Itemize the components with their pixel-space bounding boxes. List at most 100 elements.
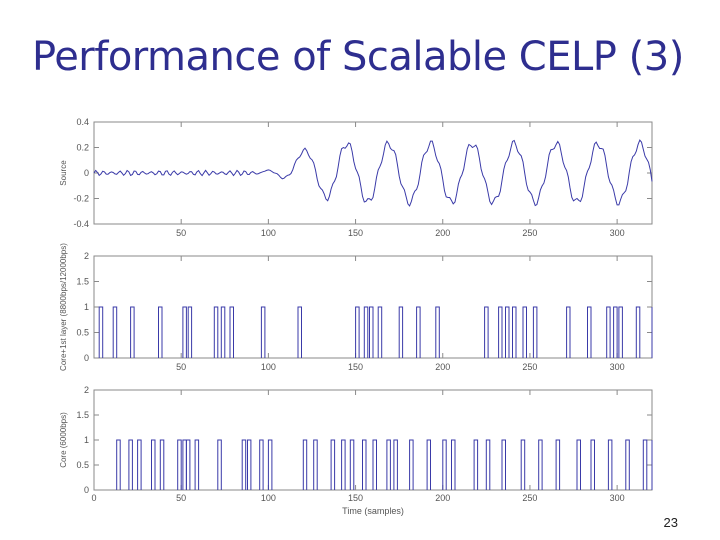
- x-tick-label: 200: [435, 228, 450, 238]
- layer-pulse: [613, 306, 618, 358]
- layer-pulse: [532, 306, 538, 358]
- x-tick-label: 0: [91, 493, 96, 503]
- y-axis-label: Core+1st layer (8800bps/12000bps): [59, 243, 68, 371]
- y-axis-label: Source: [59, 160, 68, 186]
- layer-pulse: [217, 439, 222, 490]
- layer-pulse: [416, 306, 421, 358]
- slide-title: Performance of Scalable CELP (3): [32, 34, 684, 80]
- layer-pulse: [341, 439, 346, 490]
- layer-pulse: [302, 439, 308, 490]
- layer-pulse: [607, 439, 613, 490]
- layer-pulse: [590, 439, 595, 490]
- x-tick-label: 300: [610, 362, 625, 372]
- x-tick-label: 50: [176, 228, 186, 238]
- layer-pulse: [587, 306, 592, 358]
- layer-pulse: [267, 439, 273, 490]
- y-tick-label: 1: [84, 435, 89, 445]
- layer-pulse: [485, 439, 491, 490]
- layer-pulse: [159, 439, 165, 490]
- y-tick-label: 1: [84, 302, 89, 312]
- y-tick-label: -0.4: [73, 219, 89, 229]
- layer-pulse: [313, 439, 318, 490]
- layer-pulse: [194, 439, 200, 490]
- page-number: 23: [663, 515, 678, 530]
- y-tick-label: 0: [84, 168, 89, 178]
- layer-pulse: [473, 439, 479, 490]
- y-tick-label: 0.5: [76, 460, 89, 470]
- layer-pulse: [505, 306, 510, 358]
- y-tick-label: 0.2: [76, 143, 89, 153]
- layer-pulse: [498, 306, 503, 358]
- plot-core-layer: 0 0.5 1 1.5 2 0 50 100 150 200 250 300 Core (6000bps…: [59, 385, 653, 516]
- layer-pulse: [98, 306, 104, 358]
- layer-pulse: [330, 439, 336, 490]
- layer-pulse: [182, 306, 187, 358]
- layer-pulse: [116, 439, 121, 490]
- x-tick-label: 100: [261, 493, 276, 503]
- x-tick-label: 100: [261, 228, 276, 238]
- layer-pulse: [151, 439, 156, 490]
- x-tick-label: 300: [610, 493, 625, 503]
- x-tick-label: 150: [348, 362, 363, 372]
- layer-pulse: [158, 306, 163, 358]
- layer-pulse: [642, 439, 648, 490]
- x-tick-label: 200: [435, 493, 450, 503]
- layer-pulse: [112, 306, 118, 358]
- x-tick-label: 300: [610, 228, 625, 238]
- source-waveform-series: [93, 139, 653, 207]
- layer-pulse: [576, 439, 581, 490]
- layer-pulse: [386, 439, 391, 490]
- layer-pulse: [177, 439, 182, 490]
- layer-pulse: [259, 439, 264, 490]
- layer-pulse: [369, 306, 374, 358]
- layer-pulse: [451, 439, 456, 490]
- layer-pulse: [128, 439, 133, 490]
- x-axis-label: Time (samples): [342, 506, 404, 516]
- y-tick-label: 1.5: [76, 277, 89, 287]
- layer-pulse: [522, 306, 527, 358]
- layer-pulse: [442, 439, 447, 490]
- layer-pulse: [426, 439, 431, 490]
- layer-pulse: [398, 306, 404, 358]
- layer-pulse: [229, 306, 234, 358]
- layer-pulse: [130, 306, 135, 358]
- x-tick-label: 250: [522, 228, 537, 238]
- layer-pulse: [137, 439, 142, 490]
- layer-pulse: [372, 439, 377, 490]
- layer-pulse: [241, 439, 247, 490]
- y-tick-label: 2: [84, 251, 89, 261]
- layer-pulse: [625, 439, 630, 490]
- x-tick-label: 50: [176, 362, 186, 372]
- layer-pulse: [349, 439, 355, 490]
- layer-pulse: [555, 439, 561, 490]
- layer-pulse: [393, 439, 398, 490]
- layer-pulse: [512, 306, 517, 358]
- layer-pulse: [363, 306, 369, 358]
- layer-pulse: [435, 306, 440, 358]
- layer-pulse: [185, 439, 191, 490]
- layer-pulse: [355, 306, 360, 358]
- layer-pulse: [187, 306, 193, 358]
- layer-pulse: [182, 439, 187, 490]
- layer-pulse: [409, 439, 414, 490]
- y-axis-label: Core (6000bps): [59, 412, 68, 468]
- layer-pulse: [220, 306, 226, 358]
- layer-pulse: [362, 439, 367, 490]
- layer-pulse: [377, 306, 383, 358]
- layer-pulse: [606, 306, 611, 358]
- y-tick-label: 2: [84, 385, 89, 395]
- x-tick-label: 250: [522, 362, 537, 372]
- layer-pulse: [213, 306, 219, 358]
- layer-pulse: [247, 439, 252, 490]
- x-tick-label: 100: [261, 362, 276, 372]
- layer-pulse: [501, 439, 506, 490]
- y-tick-label: -0.2: [73, 194, 89, 204]
- y-tick-label: 0: [84, 353, 89, 363]
- y-tick-label: 0.4: [76, 117, 89, 127]
- y-tick-label: 1.5: [76, 410, 89, 420]
- layer-pulse: [484, 306, 489, 358]
- layer-pulse: [635, 306, 641, 358]
- x-tick-label: 200: [435, 362, 450, 372]
- x-tick-label: 150: [348, 493, 363, 503]
